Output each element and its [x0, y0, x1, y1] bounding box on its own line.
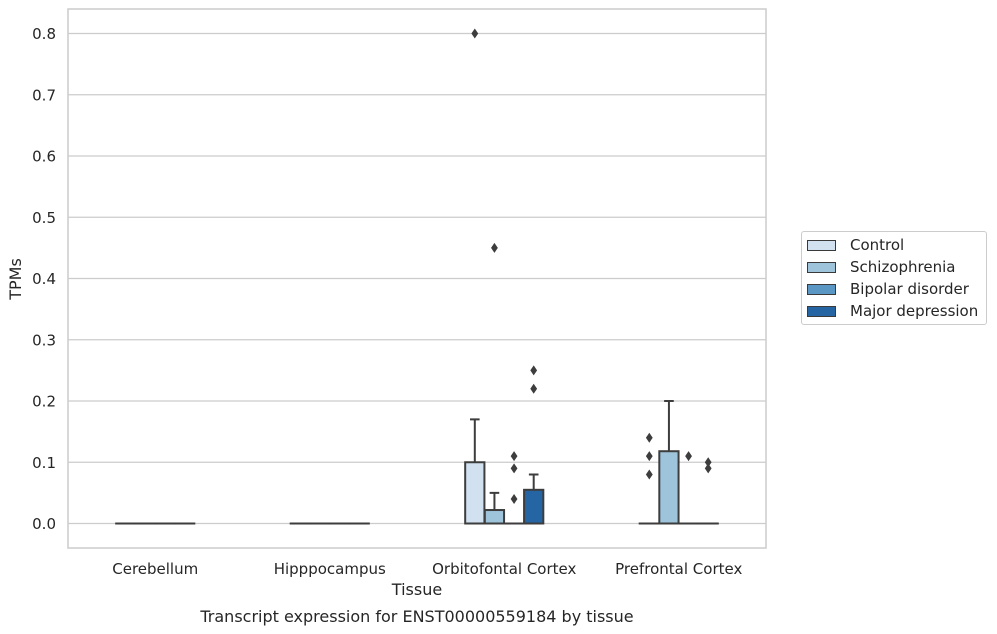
outlier-point: [704, 457, 712, 468]
outlier-point: [645, 451, 653, 462]
legend-label-control: Control: [850, 236, 905, 254]
outlier-point: [645, 432, 653, 443]
box-0-2: [464, 28, 486, 525]
box-body: [658, 450, 680, 525]
box-1-2: [483, 242, 506, 525]
outlier-point: [530, 365, 538, 376]
outlier-point: [510, 494, 518, 504]
outlier-point: [530, 383, 538, 394]
y-tick-label: 0.8: [32, 25, 56, 43]
gridlines: [68, 32, 766, 525]
outlier-point: [471, 28, 479, 39]
box-1-3: [658, 400, 680, 525]
legend-label-bipolar-disorder: Bipolar disorder: [850, 280, 969, 298]
plot-frame: [67, 8, 767, 549]
legend-swatch-major-depression: [807, 305, 836, 317]
y-tick-label: 0.3: [32, 331, 56, 349]
box-body: [523, 488, 545, 525]
outlier-point: [704, 463, 712, 474]
legend-item-schizophrenia: Schizophrenia: [807, 258, 955, 276]
y-axis-label: TPMs: [6, 258, 25, 301]
x-tick-label: Hipppocampus: [274, 560, 386, 578]
box-body: [483, 509, 506, 525]
box-body: [464, 461, 486, 525]
x-tick-label: Cerebellum: [112, 560, 198, 578]
box-2-2: [503, 451, 525, 525]
outlier-point: [685, 451, 692, 462]
y-tick-label: 0.2: [32, 393, 56, 411]
y-tick-label: 0.1: [32, 454, 56, 472]
y-tick-label: 0.0: [32, 515, 56, 533]
outlier-point: [645, 469, 653, 480]
y-tick-label: 0.6: [32, 148, 56, 166]
box-0-3: [638, 432, 660, 525]
legend-label-major-depression: Major depression: [850, 302, 979, 320]
box-3-2: [523, 365, 545, 525]
y-axis-ticks: 0.0 0.1 0.2 0.3 0.4 0.5 0.6 0.7 0.8: [32, 25, 56, 533]
legend-item-bipolar-disorder: Bipolar disorder: [807, 280, 969, 298]
y-tick-label: 0.7: [32, 86, 56, 104]
outlier-point: [510, 451, 518, 462]
legend-swatch-schizophrenia: [807, 261, 836, 273]
x-axis-ticks: Cerebellum Hipppocampus Orbitofontal Corte…: [112, 560, 742, 578]
x-axis-label: Tissue: [391, 580, 442, 599]
y-tick-label: 0.4: [32, 270, 56, 288]
x-tick-label: Orbitofontal Cortex: [432, 560, 576, 578]
chart-title: Transcript expression for ENST0000055918…: [199, 607, 633, 626]
box-3-3: [697, 457, 719, 525]
outlier-point: [491, 242, 498, 253]
legend-label-schizophrenia: Schizophrenia: [850, 258, 956, 276]
legend: Control Schizophrenia Bipolar disorder M…: [801, 231, 987, 325]
box-plot-marks: [115, 28, 719, 525]
outlier-point: [510, 463, 518, 474]
legend-item-control: Control: [807, 236, 904, 254]
legend-swatch-bipolar-disorder: [807, 283, 836, 295]
y-tick-label: 0.5: [32, 209, 56, 227]
legend-item-major-depression: Major depression: [807, 302, 978, 320]
x-tick-label: Prefrontal Cortex: [615, 560, 742, 578]
legend-swatch-control: [807, 239, 836, 251]
